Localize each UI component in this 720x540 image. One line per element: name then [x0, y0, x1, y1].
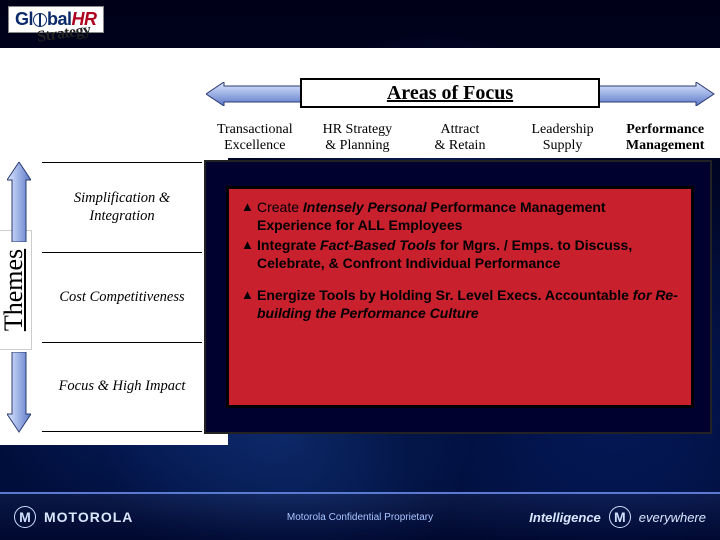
performance-callout: ▲ Create Intensely Personal Performance …	[226, 186, 694, 408]
theme-focus: Focus & High Impact	[42, 342, 202, 432]
col-hr-strategy: HR Strategy& Planning	[307, 120, 410, 156]
themes-arrow-up-icon	[7, 162, 31, 242]
focus-columns: TransactionalExcellence HR Strategy& Pla…	[204, 120, 716, 156]
areas-arrow-left-icon	[206, 82, 306, 106]
themes-title: Themes	[0, 230, 32, 350]
col-attract-retain: Attract& Retain	[409, 120, 512, 156]
theme-simplification: Simplification & Integration	[42, 162, 202, 252]
triangle-bullet-icon: ▲	[241, 287, 257, 323]
theme-rows: Simplification & Integration Cost Compet…	[42, 162, 202, 432]
footer: M MOTOROLA Motorola Confidential Proprie…	[0, 492, 720, 540]
col-transactional: TransactionalExcellence	[204, 120, 307, 156]
col-leadership: LeadershipSupply	[512, 120, 615, 156]
bullet-2: ▲ Integrate Fact-Based Tools for Mgrs. /…	[241, 237, 681, 273]
areas-arrow-right-icon	[596, 82, 716, 106]
theme-cost: Cost Competitiveness	[42, 252, 202, 342]
themes-arrow-down-icon	[7, 352, 31, 434]
bullet-3: ▲ Energize Tools by Holding Sr. Level Ex…	[241, 287, 681, 323]
bullet-1: ▲ Create Intensely Personal Performance …	[241, 199, 681, 235]
footer-confidential: Motorola Confidential Proprietary	[0, 512, 720, 523]
global-hr-logo: GlbalHR Strategy	[8, 6, 104, 33]
areas-of-focus-title: Areas of Focus	[300, 78, 600, 108]
col-performance: PerformanceManagement	[614, 120, 716, 156]
triangle-bullet-icon: ▲	[241, 199, 257, 235]
triangle-bullet-icon: ▲	[241, 237, 257, 273]
